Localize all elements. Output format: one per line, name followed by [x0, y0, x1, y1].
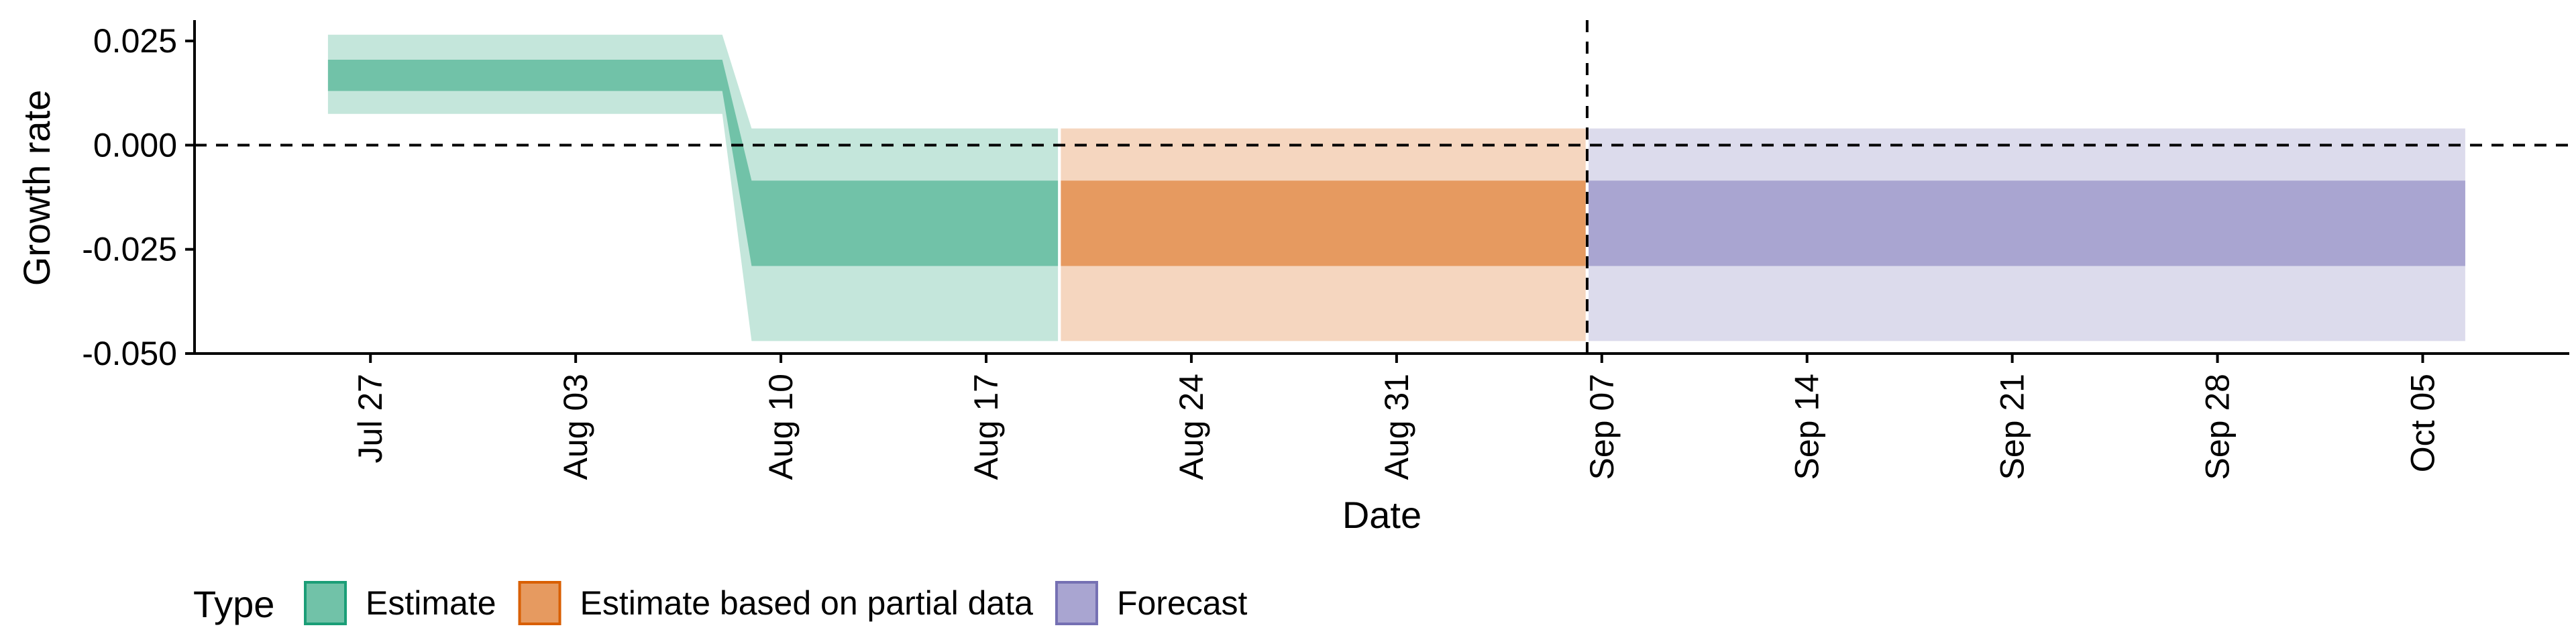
ribbon-50-0 — [327, 60, 1059, 266]
x-tick-label-4: Aug 24 — [1173, 374, 1210, 480]
x-tick-label-3: Aug 17 — [967, 374, 1005, 480]
x-tick-label-6: Sep 07 — [1583, 374, 1621, 480]
ribbon-50-1 — [1061, 180, 1586, 266]
legend-label-2: Forecast — [1117, 584, 1248, 622]
x-tick-label-5: Aug 31 — [1378, 374, 1415, 480]
ribbon-50-2 — [1589, 180, 2465, 266]
y-tick-label-2: -0.025 — [82, 231, 177, 268]
legend-label-0: Estimate — [366, 584, 496, 622]
y-axis-title: Growth rate — [15, 90, 58, 286]
legend-swatch-1 — [518, 581, 561, 625]
y-tick-label-0: 0.025 — [93, 22, 177, 60]
x-tick-label-9: Sep 28 — [2199, 374, 2237, 480]
x-tick-label-0: Jul 27 — [352, 374, 389, 463]
x-tick-label-10: Oct 05 — [2404, 374, 2442, 472]
axes: 0.025 0.000 -0.025 -0.050 Jul 27 Aug 03 Aug 10… — [82, 20, 2569, 480]
x-tick-label-2: Aug 10 — [762, 374, 800, 480]
x-tick-label-1: Aug 03 — [557, 374, 594, 480]
legend-title: Type — [193, 583, 274, 625]
x-axis-title: Date — [1342, 494, 1421, 536]
reference-lines — [195, 20, 2569, 354]
legend: Type Estimate Estimate based on partial d… — [193, 581, 1248, 625]
legend-swatch-0 — [304, 581, 347, 625]
x-tick-label-8: Sep 21 — [1994, 374, 2031, 480]
ribbon-layer — [327, 34, 2465, 341]
y-tick-label-1: 0.000 — [93, 126, 177, 164]
x-tick-label-7: Sep 14 — [1788, 374, 1826, 480]
legend-swatch-2 — [1055, 581, 1098, 625]
legend-label-1: Estimate based on partial data — [580, 584, 1034, 622]
y-tick-label-3: -0.050 — [82, 335, 177, 372]
